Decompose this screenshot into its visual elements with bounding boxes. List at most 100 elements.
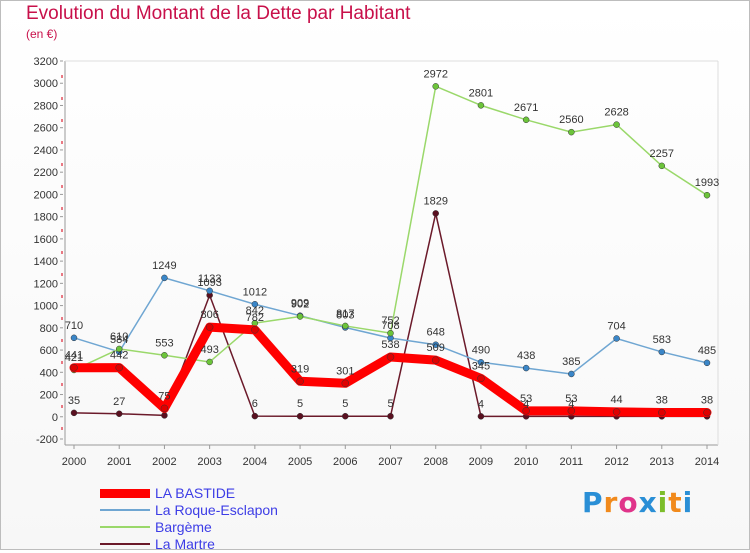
data-point — [613, 121, 620, 128]
data-point — [522, 116, 530, 124]
data-label: 5 — [297, 398, 303, 410]
x-tick-label: 2009 — [469, 456, 493, 468]
data-label: 648 — [427, 327, 445, 339]
data-point — [115, 345, 123, 353]
data-point — [431, 356, 440, 364]
data-point — [386, 353, 395, 361]
data-point — [251, 412, 259, 420]
y-tick-label: -200 — [36, 434, 58, 446]
data-label: 53 — [520, 393, 532, 405]
chart-title: Evolution du Montant de la Dette par Hab… — [26, 3, 411, 24]
data-label: 1829 — [423, 195, 447, 207]
data-label: 2628 — [604, 107, 628, 119]
data-label: 806 — [200, 309, 218, 321]
data-label: 35 — [68, 395, 80, 407]
data-label: 75 — [158, 390, 170, 402]
x-tick-label: 2000 — [62, 456, 86, 468]
legend-label: La Roque-Esclapon — [155, 502, 278, 518]
legend-swatch — [100, 488, 150, 498]
chart-unit-label: (en €) — [26, 27, 58, 41]
y-tick-label: 2200 — [34, 167, 58, 179]
data-label: 493 — [200, 344, 218, 356]
data-label: 909 — [291, 298, 309, 310]
y-tick-label: 1200 — [34, 278, 58, 290]
data-point — [251, 301, 259, 308]
data-label: 553 — [155, 337, 173, 349]
y-tick-label: 2000 — [34, 189, 58, 201]
y-tick-label: 200 — [40, 390, 58, 402]
data-label: 485 — [698, 345, 716, 357]
data-label: 27 — [113, 396, 125, 408]
data-label: 53 — [565, 393, 577, 405]
data-point — [161, 412, 168, 419]
data-point — [296, 313, 304, 320]
y-tick-label: 2600 — [34, 123, 58, 135]
data-point — [70, 334, 78, 342]
logo-letter: x — [638, 486, 658, 519]
y-tick-label: 600 — [40, 345, 58, 357]
data-label: 704 — [607, 320, 625, 332]
x-tick-label: 2003 — [197, 456, 221, 468]
data-label: 610 — [110, 331, 128, 343]
logo-letter: t — [668, 486, 683, 519]
data-label: 438 — [517, 350, 535, 362]
y-tick-label: 1400 — [34, 256, 58, 268]
data-label: 782 — [246, 312, 264, 324]
x-tick-label: 2008 — [423, 456, 447, 468]
data-point — [160, 404, 169, 413]
legend-swatch — [100, 509, 150, 511]
data-label: 6 — [252, 398, 258, 410]
logo-letter: i — [682, 486, 694, 519]
data-label: 902 — [291, 298, 309, 310]
logo-letter: P — [582, 486, 604, 519]
data-point — [70, 409, 78, 417]
logo-letter: o — [618, 486, 639, 519]
data-point — [477, 413, 485, 420]
data-point — [387, 412, 394, 420]
data-label: 4 — [568, 398, 574, 410]
data-point — [206, 287, 213, 295]
x-tick-label: 2013 — [650, 456, 674, 468]
x-tick-label: 2006 — [333, 456, 357, 468]
data-label: 4 — [523, 398, 529, 410]
x-tick-label: 2007 — [378, 456, 402, 468]
data-point — [477, 102, 485, 109]
data-point — [703, 408, 711, 417]
data-label: 490 — [472, 344, 490, 356]
data-point — [432, 210, 439, 217]
data-label: 5 — [387, 398, 393, 410]
data-label: 710 — [65, 320, 83, 332]
data-label: 583 — [653, 334, 671, 346]
data-point — [296, 412, 304, 420]
y-tick-label: 2800 — [34, 100, 58, 112]
data-point — [567, 407, 576, 415]
data-point — [522, 364, 530, 372]
data-label: 2560 — [559, 114, 583, 126]
legend-label: La Martre — [155, 536, 215, 552]
legend-swatch — [100, 526, 150, 528]
data-point — [703, 359, 711, 367]
data-point — [387, 329, 394, 337]
data-point — [296, 377, 304, 386]
data-label: 319 — [291, 363, 309, 375]
data-point — [703, 191, 711, 199]
y-tick-label: 3000 — [34, 78, 58, 90]
data-label: 38 — [656, 395, 668, 407]
data-label: 44 — [610, 394, 622, 406]
y-tick-label: 3200 — [34, 56, 58, 68]
y-axis-tick-marks — [60, 60, 63, 440]
y-tick-label: 1000 — [34, 301, 58, 313]
y-tick-label: 0 — [52, 412, 58, 424]
logo-letter: r — [603, 486, 619, 519]
data-label: 441 — [65, 350, 83, 362]
data-point — [342, 322, 349, 330]
data-point — [658, 348, 666, 356]
data-label: 842 — [246, 305, 264, 317]
data-label: 421 — [65, 352, 83, 364]
y-tick-label: 1800 — [34, 212, 58, 224]
y-tick-label: 1600 — [34, 234, 58, 246]
x-tick-label: 2011 — [560, 456, 584, 468]
data-label: 38 — [701, 395, 713, 407]
data-label: 817 — [336, 308, 354, 320]
